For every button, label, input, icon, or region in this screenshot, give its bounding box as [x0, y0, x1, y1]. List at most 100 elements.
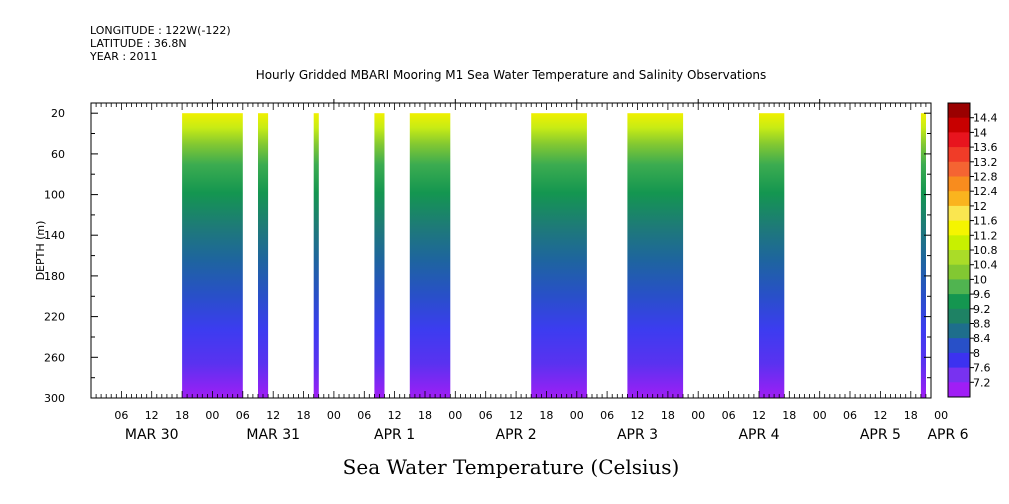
x-tick-label: 06 [479, 409, 493, 422]
colorbar-swatch [948, 382, 970, 398]
axes-layer: 06 12 18 00 06 12 18 00 06 12 18 00 06 12 18 00 06 12 18 00… [34, 99, 969, 443]
colorbar-label: 9.2 [973, 303, 991, 316]
latitude-label: LATITUDE : 36.8N [90, 37, 187, 50]
colorbar-label: 10.4 [973, 259, 998, 272]
data-segment-9 [920, 113, 926, 398]
year-label: YEAR : 2011 [90, 50, 158, 63]
colorbar: 14.414 13.6 13.2 12.812.4 12 11.611.2 10.8 10.4… [947, 102, 998, 398]
y-tick-label: 260 [44, 351, 65, 364]
colorbar-swatch [948, 250, 970, 266]
colorbar-label: 7.2 [973, 376, 991, 389]
colorbar-label: 8.8 [973, 318, 991, 331]
x-tick-label: 06 [357, 409, 371, 422]
colorbar-label: 13.2 [973, 156, 998, 169]
colorbar-label: 14 [973, 126, 987, 139]
chart-title: Hourly Gridded MBARI Mooring M1 Sea Wate… [255, 68, 767, 82]
x-tick-label: 06 [114, 409, 128, 422]
x-day-label: APR 4 [738, 427, 779, 443]
y-tick-label: 180 [44, 270, 65, 283]
colorbar-label: 11.2 [973, 229, 998, 242]
colorbar-label: 12.8 [973, 171, 998, 184]
x-day-label: MAR 30 [125, 427, 179, 443]
colorbar-variable-label: Sea Water Temperature (Celsius) [342, 455, 680, 479]
x-tick-label: 18 [175, 409, 189, 422]
x-tick-label: 00 [570, 409, 584, 422]
x-tick-label: 18 [904, 409, 918, 422]
x-tick-label: 12 [266, 409, 280, 422]
data-segment-8 [759, 113, 785, 398]
colorbar-swatch [948, 308, 970, 324]
x-tick-label: 18 [297, 409, 311, 422]
y-tick-label: 220 [44, 311, 65, 324]
colorbar-label: 7.6 [973, 362, 991, 375]
x-tick-label: 12 [388, 409, 402, 422]
x-tick-label: 06 [843, 409, 857, 422]
colorbar-label: 11.6 [973, 215, 998, 228]
colorbar-label: 10 [973, 273, 987, 286]
data-segment-5 [409, 113, 451, 398]
colorbar-swatch [948, 264, 970, 280]
metadata-block: LONGITUDE : 122W(-122) LATITUDE : 36.8N … [90, 24, 231, 63]
colorbar-label: 12.4 [973, 185, 998, 198]
y-tick-label: 140 [44, 229, 65, 242]
colorbar-label: 9.6 [973, 288, 991, 301]
x-day-label: APR 2 [496, 427, 537, 443]
x-tick-label: 06 [722, 409, 736, 422]
colorbar-swatch [948, 132, 970, 148]
colorbar-swatch [948, 294, 970, 310]
colorbar-label: 8.4 [973, 332, 991, 345]
y-tick-label: 20 [51, 107, 65, 120]
x-day-label: APR 6 [927, 427, 968, 443]
x-tick-label: 12 [752, 409, 766, 422]
y-tick-label: 100 [44, 189, 65, 202]
colorbar-swatch [948, 205, 970, 221]
colorbar-label: 13.6 [973, 141, 998, 154]
x-tick-label: 00 [934, 409, 948, 422]
x-day-label: MAR 31 [246, 427, 300, 443]
colorbar-swatch [948, 323, 970, 339]
x-day-label: APR 3 [617, 427, 658, 443]
x-tick-label: 06 [236, 409, 250, 422]
colorbar-swatch [948, 367, 970, 383]
x-tick-label: 12 [873, 409, 887, 422]
x-tick-label: 06 [600, 409, 614, 422]
colorbar-swatch [948, 279, 970, 295]
x-tick-label: 18 [539, 409, 553, 422]
colorbar-swatch [948, 191, 970, 207]
colorbar-label: 8 [973, 347, 980, 360]
x-tick-label: 00 [205, 409, 219, 422]
colorbar-swatch [948, 220, 970, 236]
y-tick-label: 300 [44, 392, 65, 405]
x-tick-label: 18 [782, 409, 796, 422]
x-tick-label: 18 [418, 409, 432, 422]
colorbar-label: 12 [973, 200, 987, 213]
x-tick-label: 00 [327, 409, 341, 422]
data-segment-3 [313, 113, 319, 398]
x-tick-label: 00 [813, 409, 827, 422]
data-segment-7 [627, 113, 684, 398]
colorbar-swatch [948, 176, 970, 192]
data-segment-2 [258, 113, 269, 398]
y-tick-label: 60 [51, 148, 65, 161]
data-segment-6 [531, 113, 587, 398]
x-tick-label: 18 [661, 409, 675, 422]
x-tick-label: 00 [448, 409, 462, 422]
data-segment-1 [182, 113, 243, 398]
x-day-label: APR 1 [374, 427, 415, 443]
colorbar-swatch [948, 103, 970, 119]
longitude-label: LONGITUDE : 122W(-122) [90, 24, 231, 37]
x-tick-label: 12 [509, 409, 523, 422]
x-tick-label: 12 [631, 409, 645, 422]
colorbar-swatch [948, 117, 970, 133]
colorbar-label: 10.8 [973, 244, 998, 257]
colorbar-swatch [948, 161, 970, 177]
colorbar-swatch [948, 147, 970, 163]
x-tick-label: 12 [145, 409, 159, 422]
colorbar-swatch [948, 338, 970, 354]
x-tick-label: 00 [691, 409, 705, 422]
data-segment-4 [374, 113, 385, 398]
x-day-label: APR 5 [860, 427, 901, 443]
colorbar-swatch [948, 235, 970, 251]
data-layer [182, 113, 926, 398]
